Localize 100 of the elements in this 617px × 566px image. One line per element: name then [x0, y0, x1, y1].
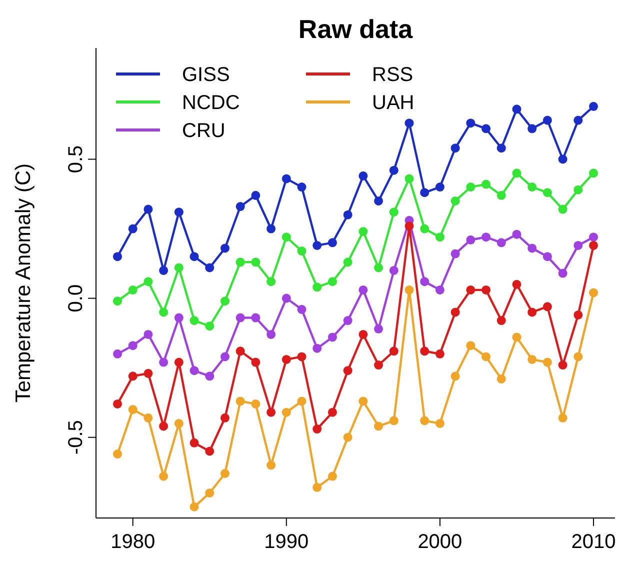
point [358, 330, 368, 339]
point [159, 308, 168, 317]
point [190, 502, 199, 512]
point [128, 372, 138, 381]
point [389, 166, 398, 175]
point [128, 341, 138, 350]
point [589, 168, 598, 178]
point [112, 349, 122, 358]
point [420, 188, 430, 198]
point [574, 116, 583, 125]
point [297, 396, 306, 406]
point [435, 349, 444, 358]
point [528, 244, 537, 253]
point [343, 432, 352, 442]
point [343, 258, 352, 267]
legend-label: RSS [372, 64, 414, 86]
point [205, 372, 214, 381]
point [512, 332, 522, 342]
point [266, 277, 276, 286]
point [404, 174, 414, 184]
point [220, 352, 230, 362]
point [190, 316, 199, 326]
point [358, 171, 368, 180]
point [174, 208, 184, 217]
point [159, 266, 168, 275]
point [328, 238, 337, 248]
point [343, 366, 352, 376]
point [328, 472, 337, 481]
point [251, 258, 260, 267]
point [358, 227, 368, 236]
point [144, 277, 153, 286]
point [482, 232, 491, 242]
point [558, 154, 568, 164]
point [159, 472, 168, 481]
legend-label: NCDC [182, 92, 240, 114]
point [220, 296, 230, 306]
legend-label: UAH [372, 92, 414, 114]
x-tick-label: 2010 [571, 531, 616, 553]
point [205, 263, 214, 272]
point [251, 190, 260, 200]
point [374, 422, 384, 431]
chart-title: Raw data [298, 14, 414, 44]
point [466, 118, 476, 128]
point [205, 488, 214, 498]
point [266, 224, 276, 234]
point [589, 232, 598, 242]
point [589, 240, 598, 250]
x-tick-label: 2000 [418, 531, 462, 553]
point [528, 182, 537, 192]
point [450, 196, 460, 206]
legend-label: CRU [182, 120, 226, 142]
point [482, 285, 491, 294]
point [328, 332, 337, 342]
point [312, 240, 322, 250]
point [251, 358, 260, 367]
y-tick-label: 0.5 [65, 145, 87, 174]
point [374, 263, 384, 272]
point [205, 322, 214, 331]
point [144, 413, 153, 422]
point [420, 416, 430, 426]
point [450, 372, 460, 381]
point [358, 285, 368, 294]
point [404, 285, 414, 294]
y-tick-label: 0.0 [65, 284, 87, 312]
point [266, 330, 276, 339]
point [282, 354, 291, 364]
point [112, 296, 122, 306]
point [144, 368, 153, 378]
point [174, 313, 184, 322]
point [128, 224, 138, 234]
point [404, 118, 414, 128]
x-tick-label: 1980 [110, 531, 156, 553]
point [374, 324, 384, 334]
point [282, 294, 291, 303]
point [282, 232, 291, 242]
point [389, 416, 398, 426]
point [205, 446, 214, 456]
point [528, 354, 537, 364]
point [466, 235, 476, 244]
point [389, 208, 398, 217]
point [282, 408, 291, 417]
point [542, 302, 552, 312]
point [496, 238, 506, 248]
point [389, 346, 398, 356]
point [435, 285, 444, 294]
point [144, 330, 153, 339]
point [435, 418, 444, 428]
point [574, 185, 583, 194]
point [496, 190, 506, 200]
point [144, 204, 153, 214]
point [297, 304, 306, 314]
point [496, 144, 506, 153]
point [266, 460, 276, 470]
point [297, 352, 306, 362]
point [236, 346, 245, 356]
point [174, 263, 184, 272]
legend-label: GISS [182, 64, 230, 86]
point [328, 408, 337, 417]
point [496, 374, 506, 384]
point [251, 399, 260, 408]
